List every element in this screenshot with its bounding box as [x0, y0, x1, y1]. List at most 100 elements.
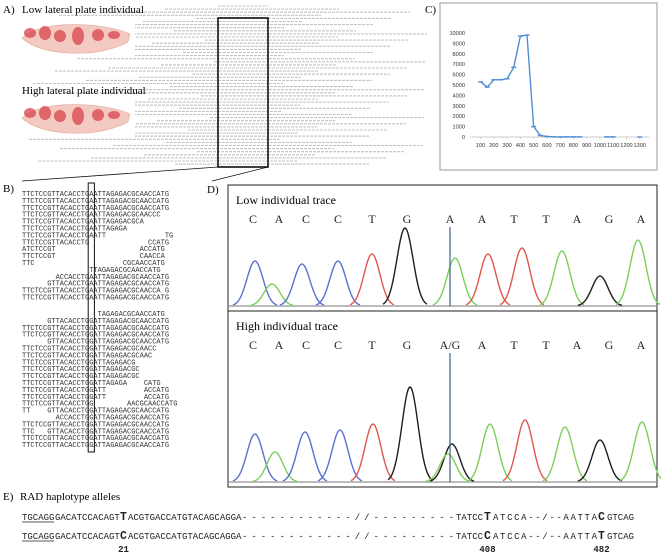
trace-title: High individual trace — [236, 319, 338, 333]
snp-position: 482 — [593, 545, 609, 555]
sequence-read: GTTACACCTGAATTAGAGACGCAACCATG — [22, 281, 169, 289]
trace-peak — [432, 257, 478, 306]
panel-d: D) Low individual trace High individual … — [207, 184, 661, 488]
snp-base: C — [598, 511, 605, 524]
data-marker — [577, 136, 583, 138]
trace-peak — [232, 260, 278, 306]
trace-peak — [382, 227, 428, 305]
sequence-read: TTCTCCGTTACACCTGAATTAGAGACGCA — [22, 219, 145, 227]
fish-stain — [108, 111, 120, 119]
sequence-read: TTCTCCGTTACACCTGGATT ACCATG — [22, 387, 169, 395]
sequence-read: TTCTCCGTTACACCTGAATTAGAGACGCAACCATG — [22, 295, 169, 303]
fish-stain — [92, 109, 104, 121]
sequence-read: TTCTCCGTTACACCTGGATTAGAGA CATG — [22, 380, 161, 388]
base-call: T — [368, 338, 376, 352]
x-tick-label: 100 — [476, 143, 485, 149]
base-call: A — [573, 338, 582, 352]
data-marker — [478, 81, 484, 83]
snp-position: 408 — [479, 545, 495, 555]
sequence-segment: ACGTGACCATGTACAGCAGGA — [128, 513, 242, 523]
fish-stain — [24, 28, 36, 38]
sequence-read: TTC GTTACACCTGGATTAGAGACGCAACCATG — [22, 428, 169, 436]
sequence-segment: ACGTGACCATGTACAGCAGGA — [128, 532, 242, 542]
sequence-segment: TATCC — [456, 532, 484, 542]
panel-label: C) — [425, 4, 436, 16]
fish-stain — [39, 26, 51, 40]
trace-peak — [467, 423, 513, 482]
fish-stain — [72, 27, 84, 45]
sequence-read: TTCTCCGTTACACCTGAATTAGAGACGCAACCATG — [22, 205, 169, 213]
y-tick-label: 7000 — [453, 62, 465, 68]
zoom-line — [211, 166, 269, 182]
sequence-read: TTCTCCGTTACACCTGAATTAGAGACGCAACCATG — [22, 198, 169, 206]
x-tick-label: 1200 — [620, 143, 632, 149]
fish-stain — [39, 106, 51, 120]
panel-b: B) TTCTCCGTTACACCTGAATTAGAGACGCAACCATGTT… — [3, 182, 177, 453]
sequence-read: ATCTCCGT ACCATG — [22, 246, 165, 254]
sequence-read: TTCTCCGTTACACCTGAATTAGAGACGCAACCC — [22, 212, 161, 220]
trace-peak — [577, 275, 623, 306]
trace-peak — [499, 247, 545, 306]
trace-peak — [317, 429, 363, 482]
sequence-read: TTCTCCGTTACACCTGGATTAGAGACGCAACCATG — [22, 435, 169, 443]
x-tick-label: 800 — [569, 143, 578, 149]
sequence-read: TTCTCCGTTACACCTGGATTAGAGACGC — [22, 366, 140, 374]
sequence-read: TTCTCCGTTACACCTGGATTAGAGACGCAACCATG — [22, 332, 169, 340]
base-call: A — [275, 338, 284, 352]
data-marker — [491, 79, 497, 81]
base-call: A — [637, 212, 646, 226]
trace-peak — [350, 423, 396, 482]
y-tick-label: 2000 — [453, 114, 465, 120]
snp-base: C — [120, 530, 127, 543]
sequence-read: TTCTCCGTTACACCTGGATTAGAGACGC — [22, 373, 140, 381]
sequence-read: TTCTCCGTTACACCTGGATTAGAGACGCAACCATG — [22, 325, 169, 333]
allele-sequence: TGCAGGGACATCCACAGTTACGTGACCATGTACAGCAGGA… — [22, 511, 634, 524]
sequence-segment: ------------//--------- — [242, 513, 454, 523]
panel-label: E) — [3, 491, 14, 503]
snp-base: C — [484, 530, 491, 543]
trace-peak — [425, 453, 471, 483]
base-call: T — [368, 212, 376, 226]
y-tick-label: 5000 — [453, 83, 465, 89]
sequence-segment: GTCAG — [607, 513, 634, 523]
base-call: G — [403, 212, 412, 226]
base-call: C — [302, 338, 310, 352]
highlight-box — [217, 17, 269, 168]
trace-peak — [249, 283, 295, 307]
trace-peak — [619, 421, 661, 482]
data-marker — [504, 78, 510, 80]
data-marker — [511, 66, 517, 69]
base-call: C — [249, 338, 257, 352]
sequence-read: TAGAGACGCAACCATG — [22, 311, 165, 319]
x-tick-label: 400 — [516, 143, 525, 149]
snp-column-box — [87, 182, 95, 453]
sequence-read: GTTACACCTGGATTAGAGACGCAACCATG — [22, 339, 169, 347]
base-call: A/G — [440, 338, 461, 352]
y-tick-label: 3000 — [453, 104, 465, 110]
data-marker — [604, 136, 610, 138]
data-marker — [544, 135, 550, 138]
trace-peak — [465, 253, 511, 306]
data-marker — [537, 134, 543, 137]
sequence-segment: GACATCCACAGT — [55, 513, 120, 523]
snp-base: T — [120, 511, 127, 524]
trace-peak — [232, 433, 278, 482]
fish-stain — [108, 31, 120, 39]
trace-peak — [282, 431, 328, 482]
x-tick-label: 700 — [555, 143, 564, 149]
sequence-segment: TATCC — [456, 513, 484, 523]
trace-frame — [227, 184, 658, 488]
data-line — [481, 35, 640, 137]
y-tick-label: 10000 — [449, 31, 465, 37]
sequence-read: TTC CGCAACCATG — [22, 260, 165, 268]
base-call: A — [637, 338, 646, 352]
base-call: C — [302, 212, 310, 226]
sequence-segment: GACATCCACAGT — [55, 532, 120, 542]
fish-stain — [72, 107, 84, 125]
snp-position: 21 — [118, 545, 129, 555]
trace-peak — [615, 239, 661, 306]
base-call: C — [334, 338, 342, 352]
allele-sequence: TGCAGGGACATCCACAGTCACGTGACCATGTACAGCAGGA… — [22, 530, 634, 543]
data-marker — [551, 136, 557, 138]
